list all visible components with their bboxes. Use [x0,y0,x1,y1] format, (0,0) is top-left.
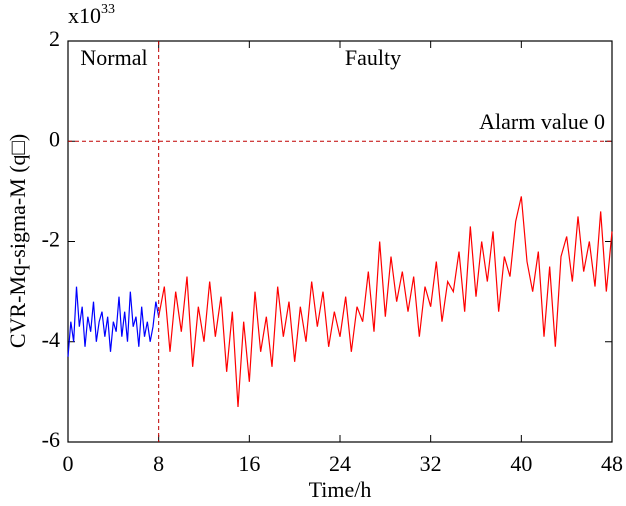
y-multiplier: x1033 [68,2,115,28]
y-tick-label: -6 [42,427,60,452]
x-axis-label: Time/h [309,477,372,502]
plot-frame [67,40,613,443]
alarm-label: Alarm value 0 [479,109,605,134]
y-tick-label: 0 [49,126,60,151]
y-multiplier-exponent: 33 [101,2,115,17]
data-line [158,196,613,407]
x-tick-label: 40 [510,451,532,476]
x-tick-label: 32 [420,451,442,476]
y-tick-label: -4 [42,327,60,352]
x-tick-label: 8 [153,451,164,476]
y-tick-label: -2 [42,227,60,252]
data-line [67,286,160,357]
faulty-label: Faulty [345,45,401,70]
y-axis-label: CVR-Mq-sigma-M (q□) [5,134,30,348]
x-tick-label: 0 [63,451,74,476]
x-tick-label: 48 [601,451,623,476]
y-multiplier-base: x10 [68,3,101,28]
normal-label: Normal [80,45,147,70]
x-tick-label: 16 [238,451,260,476]
x-tick-label: 24 [329,451,351,476]
y-tick-label: 2 [49,26,60,51]
